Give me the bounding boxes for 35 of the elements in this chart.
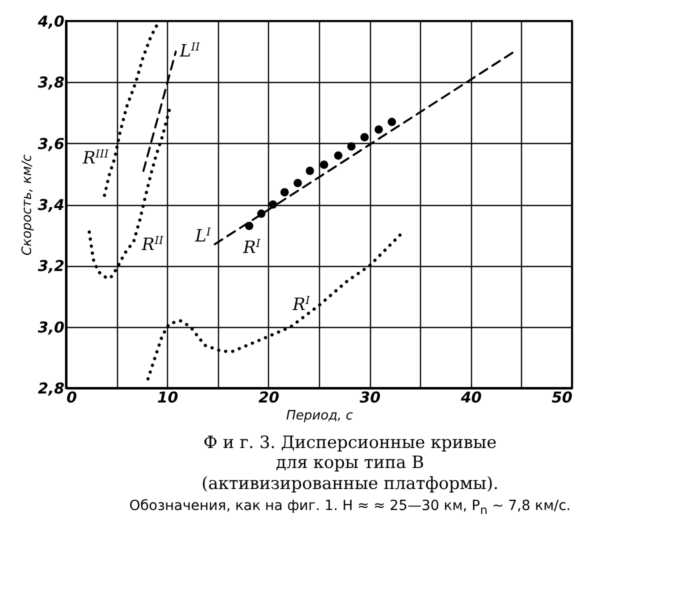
point [244,222,254,230]
x-tick-label: 10 [157,388,178,406]
y-tick-label: 3,2 [38,257,64,276]
y-axis-title: Скорость, км/с [20,154,35,256]
y-tick-label: 3,4 [38,196,64,214]
y-tick-label: 3,6 [38,134,64,153]
point [320,160,328,169]
y-tick-label: 3,8 [38,74,64,92]
point [334,151,342,160]
point [388,118,396,126]
y-tick-label: 2,8 [38,380,64,398]
x-tick-label: 40 [460,388,482,406]
text: Обозначения, как на фиг. 1. H ≈ ≈ 25—30 км, P$_{n}$ ~ 7,8 км/с. [128,498,572,517]
series-label: L$^{II}$ [178,40,200,62]
point [360,133,369,142]
x-tick-label: 20 [258,388,280,406]
series-label: R$^{I}$ [292,293,310,315]
text: Ф и г. 3. Дисперсионные кривые для коры типа B (активизированные платформы). [200,433,500,494]
x-axis-title: Период, с [286,408,353,424]
point [294,178,302,188]
point [268,200,278,209]
y-tick-label: 4,0 [36,12,64,30]
point [306,166,314,176]
x-tick-label: 50 [552,388,572,406]
series-label: R$^{III}$ [82,147,110,169]
y-tick-label: 3,0 [38,318,64,336]
series-label: R$^{I}$ [242,236,261,258]
x-tick-label: 0 [66,388,77,406]
point [280,188,289,196]
x-tick-label: 30 [360,388,381,406]
series-label: R$^{II}$ [140,234,164,256]
point [347,142,356,151]
point [374,125,383,134]
series-label: L$^{I}$ [194,224,212,246]
point [257,210,266,218]
